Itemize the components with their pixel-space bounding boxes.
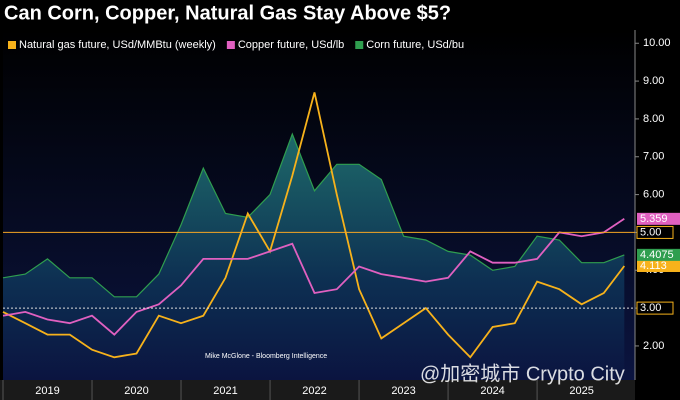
reference-label-box <box>636 225 674 239</box>
chart-title: Can Corn, Copper, Natural Gas Stay Above… <box>4 2 451 24</box>
legend-label: Corn future, USd/bu <box>366 39 464 51</box>
last-value-box <box>637 212 680 225</box>
area <box>3 134 625 380</box>
x-tick-label: 2019 <box>35 385 59 397</box>
y-tick-label: 9.00 <box>643 75 664 87</box>
legend-swatch <box>8 41 16 49</box>
legend-label: Copper future, USd/lb <box>238 39 344 51</box>
reference-label: 5.00 <box>640 226 661 238</box>
source: Mike McGlone - Bloomberg Intelligence <box>205 353 327 360</box>
y-tick-label: 2.00 <box>643 340 664 352</box>
series-line <box>2 218 625 336</box>
reference-label-box <box>636 301 674 315</box>
y-tick-label: 6.00 <box>643 189 664 201</box>
x-axis-strip <box>0 380 635 400</box>
y-tick-label: 8.00 <box>643 113 664 125</box>
legend-label: Natural gas future, USd/MMBtu (weekly) <box>19 39 216 51</box>
x-tick-label: 2025 <box>569 385 593 397</box>
x-tick-label: 2022 <box>302 385 326 397</box>
series-line <box>2 92 626 359</box>
series-line <box>2 132 625 298</box>
last-value-label: 4.4075 <box>640 249 674 261</box>
x-tick-label: 2021 <box>213 385 237 397</box>
x-tick-label: 2020 <box>124 385 148 397</box>
last-value-box <box>637 248 680 261</box>
last-value-label: 4.113 <box>640 260 667 272</box>
legend-swatch <box>355 41 364 49</box>
x-tick-label: 2023 <box>391 385 415 397</box>
y-tick-label: 10.00 <box>643 37 671 49</box>
watermark: @加密城市 Crypto City <box>420 362 625 385</box>
x-tick-label: 2024 <box>480 385 504 397</box>
legend-swatch <box>226 41 235 49</box>
last-value-label: 5.359 <box>640 213 668 225</box>
last-value-box <box>637 259 680 272</box>
y-tick-label: 7.00 <box>643 151 664 163</box>
reference-label: 3.00 <box>640 302 661 314</box>
